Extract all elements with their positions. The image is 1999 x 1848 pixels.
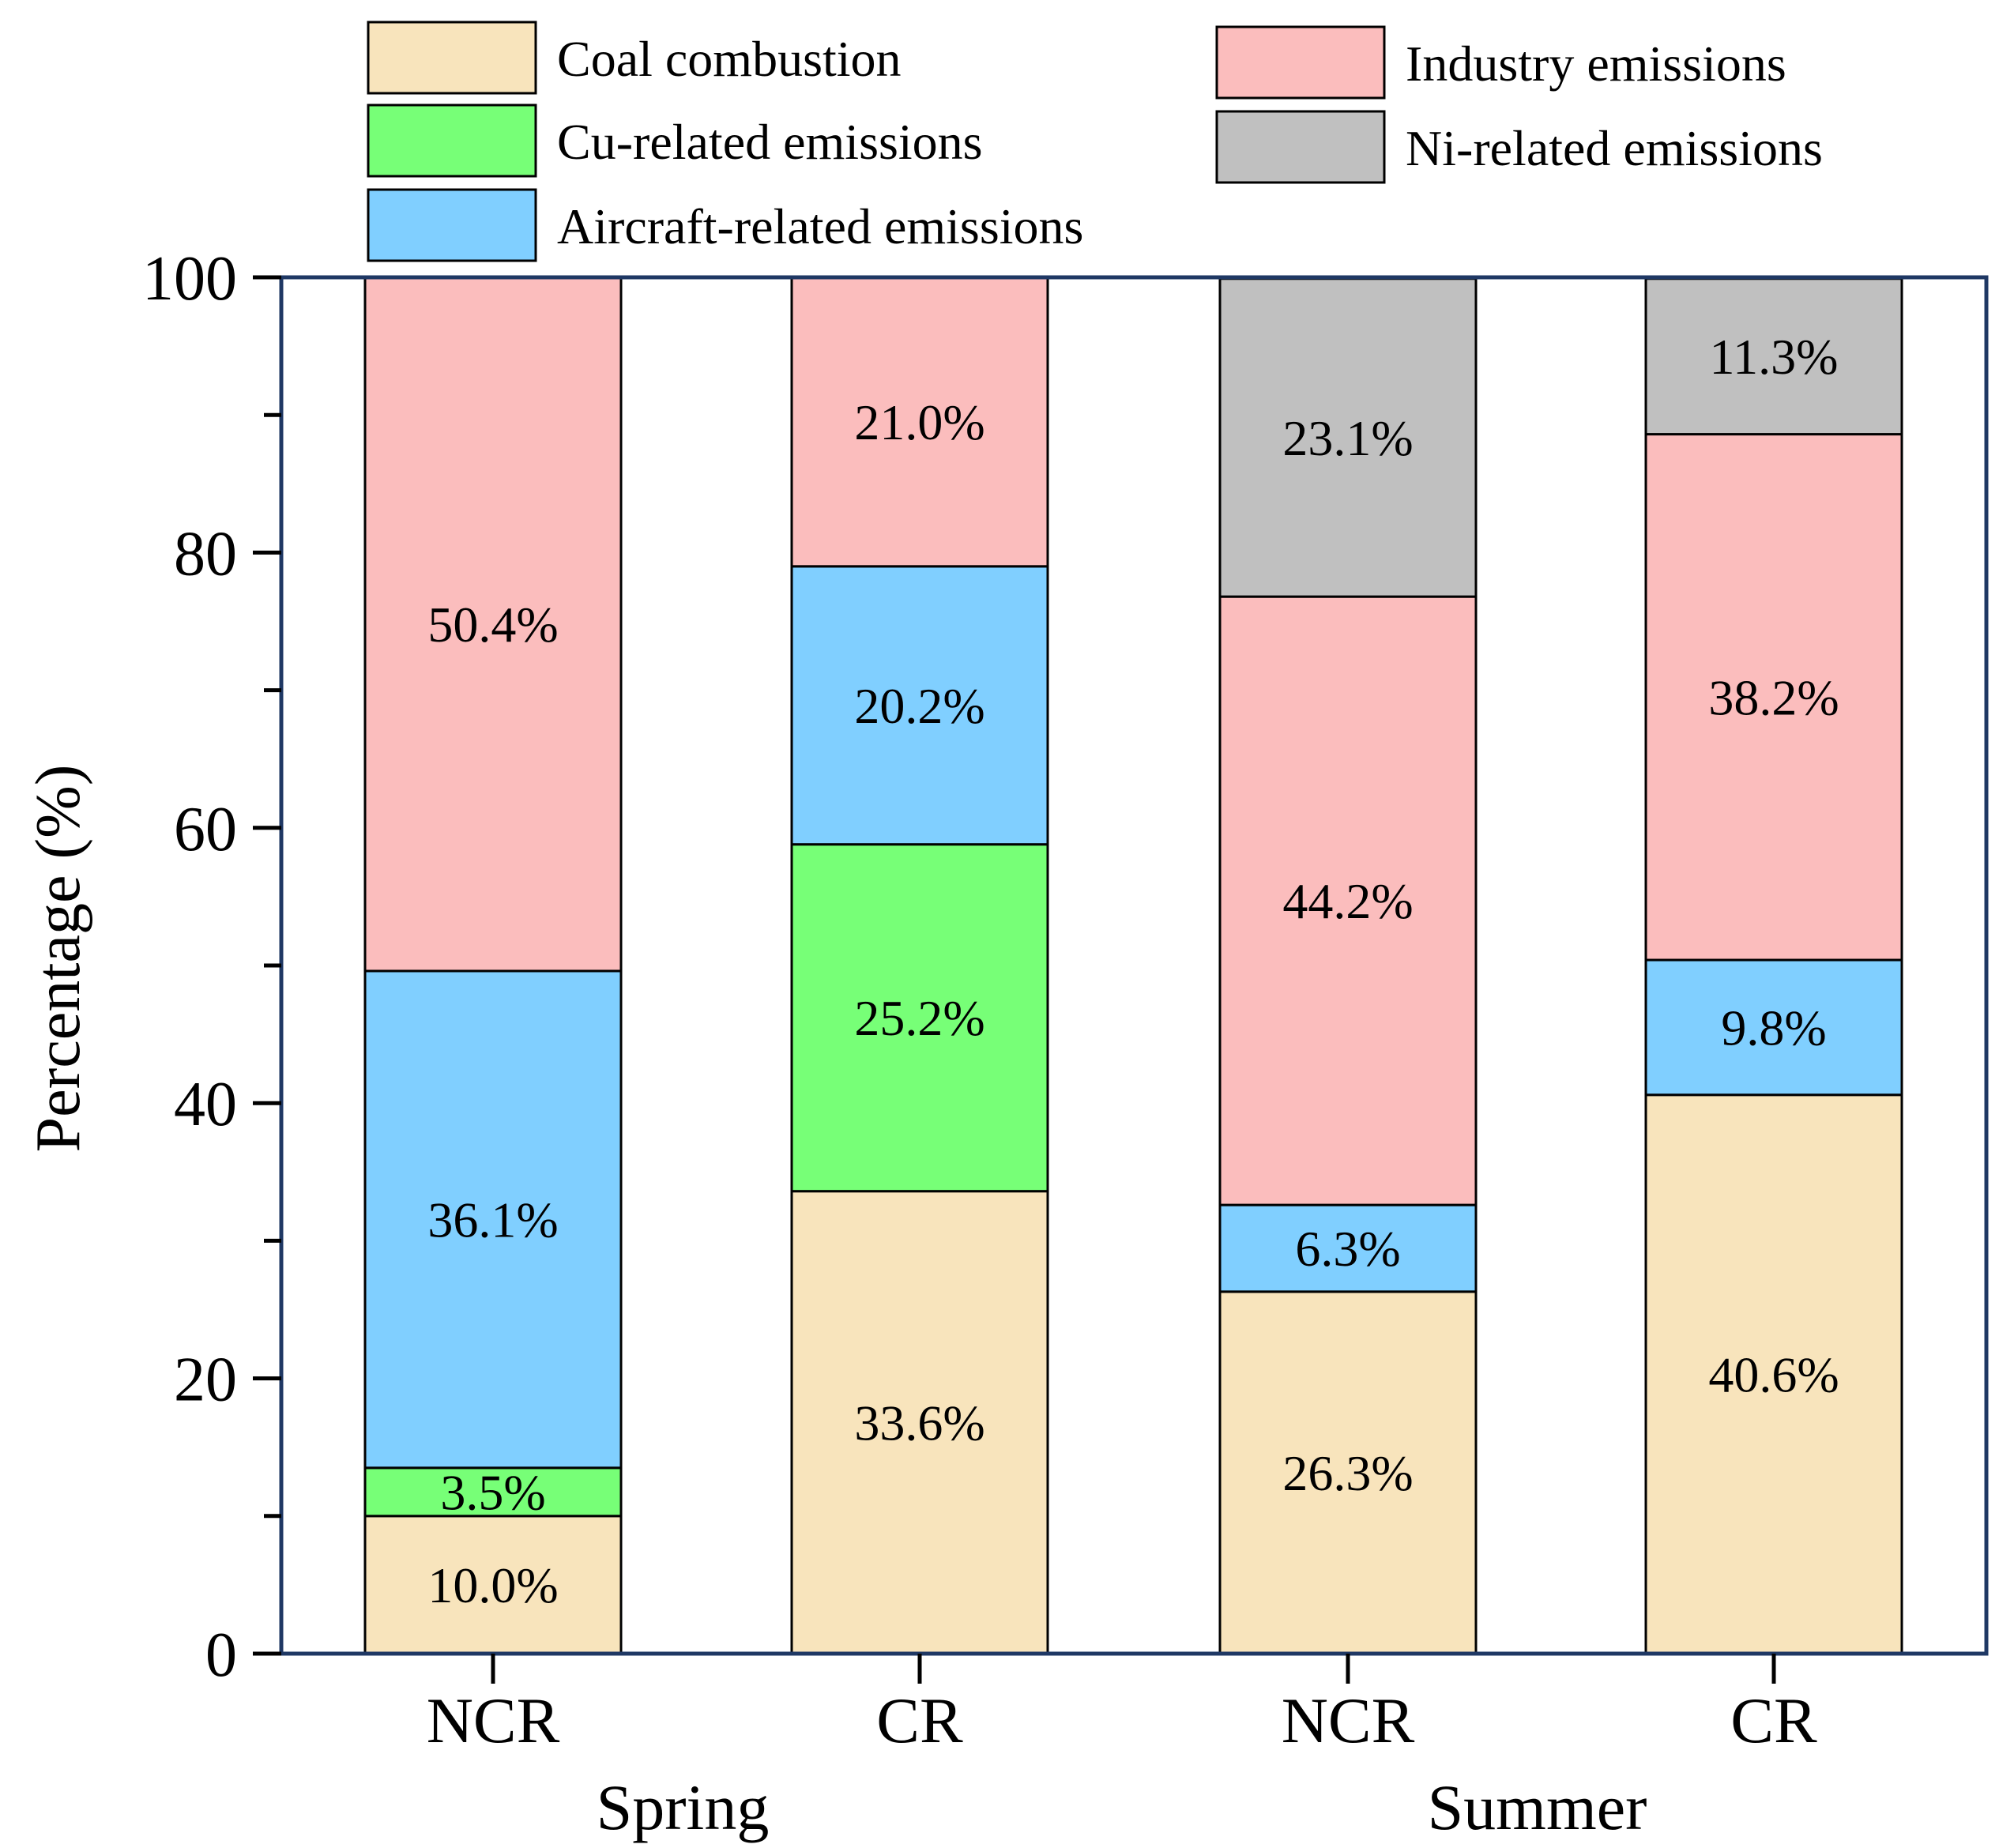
bar-segment-spring-ncr-coal-combustion xyxy=(363,1515,623,1655)
bar-segment-summer-cr-coal-combustion xyxy=(1644,1093,1903,1655)
legend: Coal combustion Cu-related emissions Aircr… xyxy=(367,21,1823,262)
data-label: 33.6% xyxy=(854,1394,984,1451)
data-label: 3.5% xyxy=(440,1464,545,1520)
axes: 0 20 40 60 80 100 NCR CR NCR CR Spring Summer xyxy=(142,244,1817,1843)
x-category-label: NCR xyxy=(1282,1684,1415,1756)
bar-segment-spring-ncr-cu-related-emissions xyxy=(363,1466,623,1518)
x-category-label: CR xyxy=(1730,1684,1817,1756)
data-label: 11.3% xyxy=(1710,329,1839,385)
legend-swatch-industry-emissions xyxy=(1215,25,1386,100)
y-tick-label: 60 xyxy=(174,795,237,864)
data-label: 6.3% xyxy=(1295,1221,1400,1277)
legend-label-aircraft-related-emissions: Aircraft-related emissions xyxy=(557,198,1083,254)
data-label: 10.0% xyxy=(427,1557,558,1613)
legend-swatch-ni-related-emissions xyxy=(1215,110,1386,184)
bar-segment-spring-ncr-industry-emissions xyxy=(363,276,623,973)
bar-segment-spring-cr-industry-emissions xyxy=(790,276,1049,568)
group-label-summer: Summer xyxy=(1428,1771,1647,1843)
data-label: 44.2% xyxy=(1282,873,1413,929)
data-label: 40.6% xyxy=(1708,1346,1839,1402)
data-label: 23.1% xyxy=(1282,410,1413,466)
data-label: 38.2% xyxy=(1708,669,1839,725)
bar-segment-summer-ncr-industry-emissions xyxy=(1218,595,1478,1206)
bar-segment-summer-ncr-ni-related-emissions xyxy=(1218,277,1478,598)
y-axis-title: Percentage (%) xyxy=(24,765,93,1153)
group-label-spring: Spring xyxy=(597,1771,770,1843)
y-tick-label: 0 xyxy=(205,1620,237,1690)
y-tick-label: 80 xyxy=(174,519,237,589)
bar-segment-summer-cr-ni-related-emissions xyxy=(1644,277,1903,436)
legend-swatch-aircraft-related-emissions xyxy=(367,188,537,262)
x-category-label: CR xyxy=(876,1684,963,1756)
data-label: 20.2% xyxy=(854,678,984,734)
bar-segment-summer-ncr-aircraft-related-emissions xyxy=(1218,1203,1478,1293)
y-tick-label: 20 xyxy=(174,1346,237,1415)
bar-segment-spring-cr-coal-combustion xyxy=(790,1190,1049,1655)
legend-label-ni-related-emissions: Ni-related emissions xyxy=(1406,120,1823,176)
bar-segment-spring-cr-cu-related-emissions xyxy=(790,843,1049,1193)
data-label: 25.2% xyxy=(854,990,984,1046)
bars: 10.0% 3.5% 36.1% 50.4% 33.6% 25.2% 20.2% 21.0% 2… xyxy=(363,276,1903,1655)
data-label: 21.0% xyxy=(854,394,984,450)
data-label: 26.3% xyxy=(1282,1445,1413,1501)
y-tick-label: 40 xyxy=(174,1070,237,1139)
data-label: 50.4% xyxy=(427,597,558,653)
data-label: 9.8% xyxy=(1721,999,1826,1056)
legend-label-cu-related-emissions: Cu-related emissions xyxy=(557,114,983,170)
data-label: 36.1% xyxy=(427,1191,558,1248)
legend-swatch-cu-related-emissions xyxy=(367,104,537,178)
bar-segment-summer-cr-industry-emissions xyxy=(1644,433,1903,962)
y-tick-label: 100 xyxy=(142,244,237,314)
legend-label-industry-emissions: Industry emissions xyxy=(1406,36,1786,92)
bar-segment-spring-cr-aircraft-related-emissions xyxy=(790,565,1049,846)
x-category-label: NCR xyxy=(427,1684,560,1756)
legend-label-coal-combustion: Coal combustion xyxy=(557,31,902,87)
legend-swatch-coal-combustion xyxy=(367,21,537,95)
